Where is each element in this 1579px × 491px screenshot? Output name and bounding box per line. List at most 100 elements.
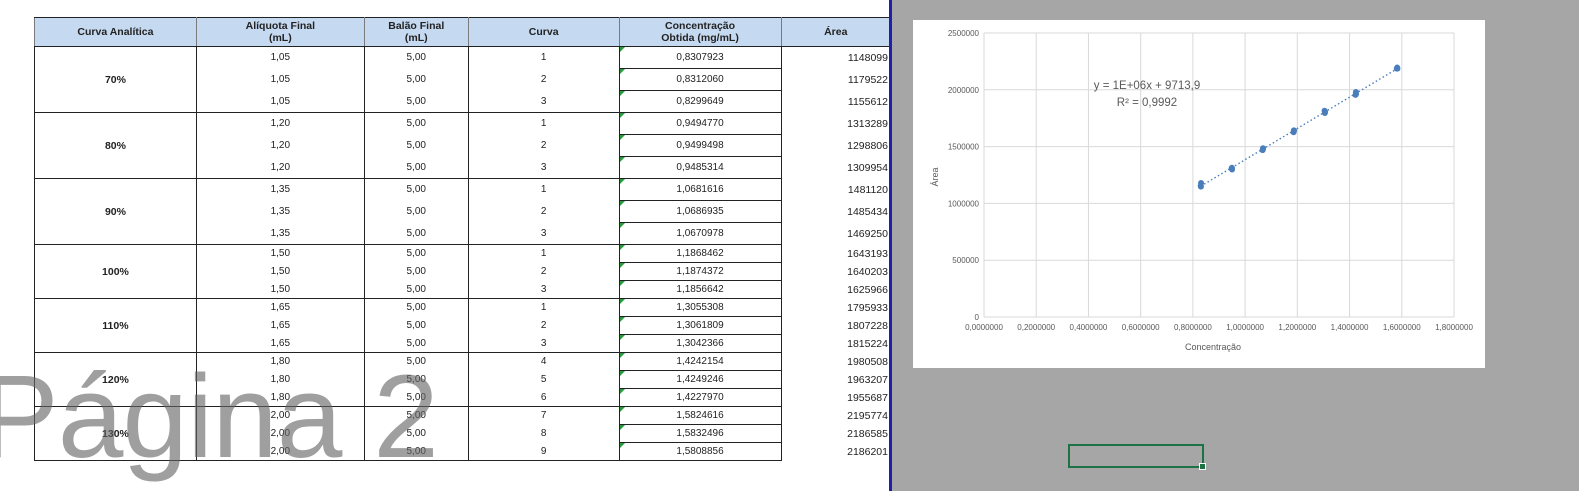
conc-cell[interactable]: 1,4242154 [618,352,782,371]
flask-cell[interactable]: 5,00 [363,112,469,135]
flask-cell[interactable]: 5,00 [363,46,469,69]
area-cell[interactable]: 1469250 [847,227,888,240]
area-cell[interactable]: 1963207 [847,373,888,386]
area-cell[interactable]: 1148099 [847,51,888,64]
curve-cell[interactable]: 5 [467,370,620,389]
curve-cell[interactable]: 3 [467,280,620,299]
flask-cell[interactable]: 5,00 [363,68,469,91]
conc-cell[interactable]: 1,3055308 [618,298,782,317]
flask-cell[interactable]: 5,00 [363,178,469,201]
area-cell[interactable]: 1625966 [847,283,888,296]
aliquot-cell[interactable]: 1,05 [195,68,365,91]
header-concentration[interactable]: Concentração Obtida (mg/mL) [618,17,782,47]
aliquot-cell[interactable]: 2,00 [195,442,365,461]
aliquot-cell[interactable]: 1,50 [195,280,365,299]
conc-cell[interactable]: 0,9499498 [618,134,782,157]
area-cell[interactable]: 1309954 [847,161,888,174]
header-aliquot[interactable]: Alíquota Final (mL) [195,17,365,47]
curve-cell[interactable]: 2 [467,262,620,281]
area-cell[interactable]: 1795933 [847,301,888,314]
area-cell[interactable]: 1815224 [847,337,888,350]
flask-cell[interactable]: 5,00 [363,90,469,113]
conc-cell[interactable]: 1,1856642 [618,280,782,299]
flask-cell[interactable]: 5,00 [363,424,469,443]
curve-cell[interactable]: 9 [467,442,620,461]
data-point[interactable] [1321,107,1328,114]
conc-cell[interactable]: 1,5808856 [618,442,782,461]
curve-cell[interactable]: 2 [467,316,620,335]
data-point[interactable] [1228,165,1235,172]
curve-cell[interactable]: 2 [467,200,620,223]
header-area[interactable]: Área [780,17,890,47]
flask-cell[interactable]: 5,00 [363,334,469,353]
area-cell[interactable]: 1980508 [847,355,888,368]
data-point[interactable] [1259,147,1266,154]
chart-object[interactable]: 0,0000000 0,2000000 0,4000000 0,6000000 0,80… [913,20,1485,368]
flask-cell[interactable]: 5,00 [363,262,469,281]
aliquot-cell[interactable]: 1,65 [195,316,365,335]
aliquot-cell[interactable]: 1,50 [195,244,365,263]
group-label-cell[interactable]: 120% [34,352,197,407]
aliquot-cell[interactable]: 1,50 [195,262,365,281]
curve-cell[interactable]: 2 [467,134,620,157]
aliquot-cell[interactable]: 1,65 [195,298,365,317]
curve-cell[interactable]: 1 [467,244,620,263]
group-label-cell[interactable]: 110% [34,298,197,353]
data-point[interactable] [1393,65,1400,72]
area-cell[interactable]: 1643193 [847,247,888,260]
curve-cell[interactable]: 2 [467,68,620,91]
flask-cell[interactable]: 5,00 [363,280,469,299]
aliquot-cell[interactable]: 1,35 [195,222,365,245]
flask-cell[interactable]: 5,00 [363,442,469,461]
flask-cell[interactable]: 5,00 [363,134,469,157]
flask-cell[interactable]: 5,00 [363,200,469,223]
curve-cell[interactable]: 4 [467,352,620,371]
header-curve-group[interactable]: Curva Analítica [34,17,197,47]
flask-cell[interactable]: 5,00 [363,388,469,407]
aliquot-cell[interactable]: 1,05 [195,90,365,113]
aliquot-cell[interactable]: 1,80 [195,370,365,389]
curve-cell[interactable]: 1 [467,112,620,135]
aliquot-cell[interactable]: 1,35 [195,200,365,223]
header-flask[interactable]: Balão Final (mL) [363,17,469,47]
spreadsheet-sheet[interactable]: Curva Analítica Alíquota Final (mL) Balão… [0,0,890,491]
conc-cell[interactable]: 0,9494770 [618,112,782,135]
aliquot-cell[interactable]: 2,00 [195,424,365,443]
area-cell[interactable]: 1640203 [847,265,888,278]
flask-cell[interactable]: 5,00 [363,370,469,389]
data-point[interactable] [1352,91,1359,98]
area-cell[interactable]: 1807228 [847,319,888,332]
area-cell[interactable]: 1481120 [847,183,888,196]
conc-cell[interactable]: 1,0670978 [618,222,782,245]
aliquot-cell[interactable]: 1,20 [195,112,365,135]
conc-cell[interactable]: 1,0681616 [618,178,782,201]
conc-cell[interactable]: 1,3061809 [618,316,782,335]
aliquot-cell[interactable]: 1,20 [195,156,365,179]
conc-cell[interactable]: 1,4249246 [618,370,782,389]
flask-cell[interactable]: 5,00 [363,244,469,263]
curve-cell[interactable]: 3 [467,90,620,113]
flask-cell[interactable]: 5,00 [363,156,469,179]
conc-cell[interactable]: 1,0686935 [618,200,782,223]
curve-cell[interactable]: 3 [467,156,620,179]
conc-cell[interactable]: 1,5824616 [618,406,782,425]
conc-cell[interactable]: 1,1874372 [618,262,782,281]
flask-cell[interactable]: 5,00 [363,406,469,425]
curve-cell[interactable]: 7 [467,406,620,425]
aliquot-cell[interactable]: 2,00 [195,406,365,425]
area-cell[interactable]: 1155612 [847,95,888,108]
conc-cell[interactable]: 1,5832496 [618,424,782,443]
group-label-cell[interactable]: 70% [34,46,197,113]
aliquot-cell[interactable]: 1,80 [195,352,365,371]
area-cell[interactable]: 2195774 [847,409,888,422]
selected-cell[interactable] [1068,444,1206,470]
area-cell[interactable]: 1179522 [847,73,888,86]
conc-cell[interactable]: 0,8307923 [618,46,782,69]
fill-handle[interactable] [1199,463,1206,470]
aliquot-cell[interactable]: 1,35 [195,178,365,201]
flask-cell[interactable]: 5,00 [363,222,469,245]
conc-cell[interactable]: 0,8312060 [618,68,782,91]
calibration-chart[interactable]: 0,0000000 0,2000000 0,4000000 0,6000000 0,80… [913,20,1485,368]
conc-cell[interactable]: 1,3042366 [618,334,782,353]
conc-cell[interactable]: 1,4227970 [618,388,782,407]
